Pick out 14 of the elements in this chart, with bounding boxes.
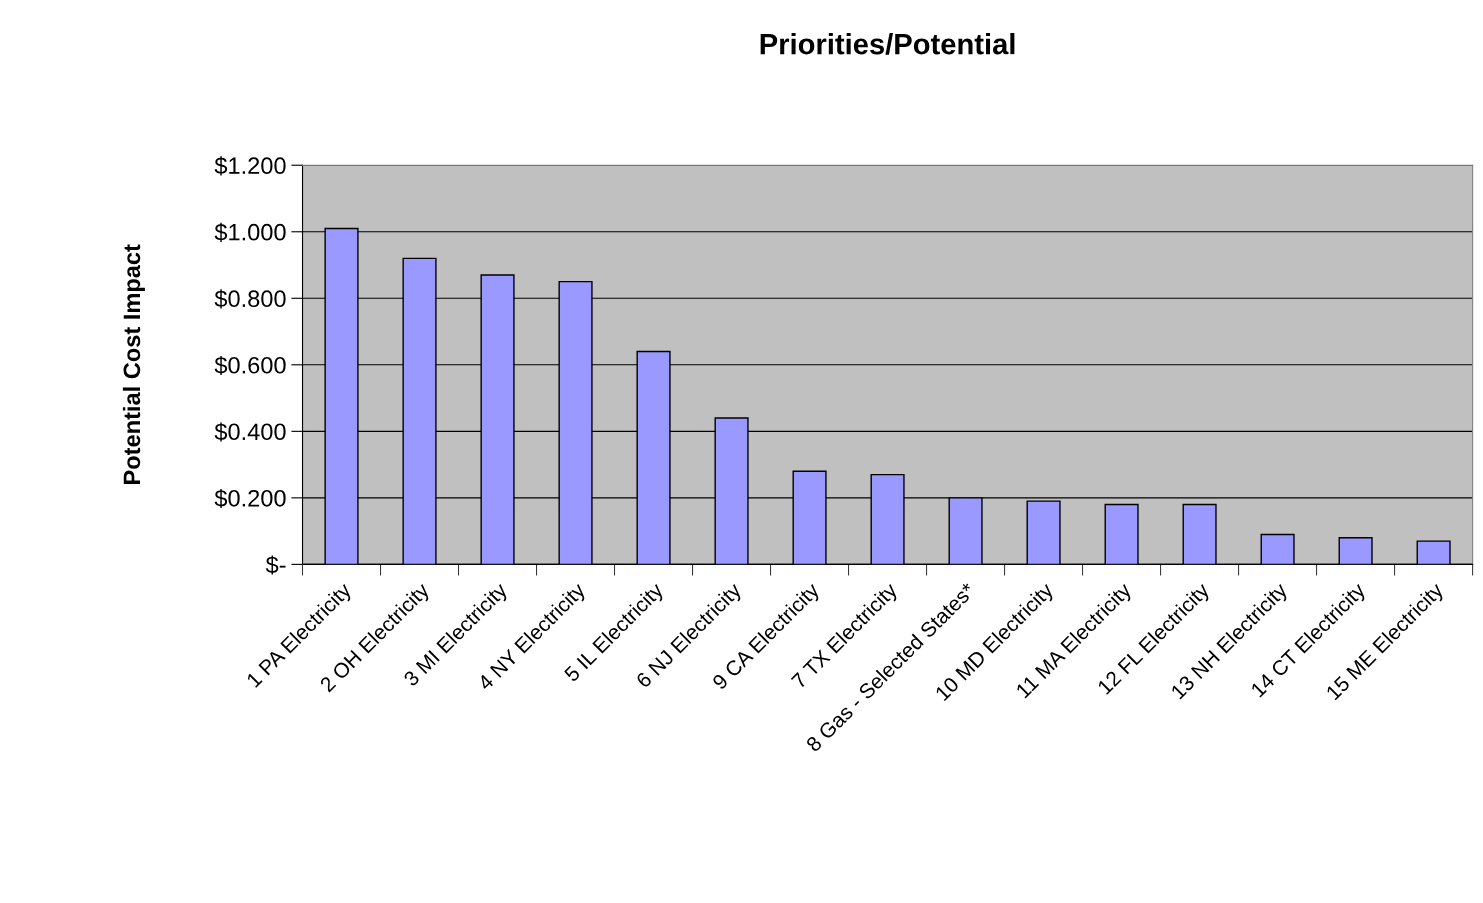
y-tick-label: $0.400 (214, 422, 286, 442)
y-tick-label: $1.200 (214, 156, 286, 176)
bar (1182, 503, 1217, 565)
bar (1416, 540, 1451, 565)
y-tick-label: $1.000 (214, 222, 286, 242)
y-tick-label: $0.800 (214, 289, 286, 309)
y-tick-label: $- (265, 555, 286, 575)
y-tick-label: $0.200 (214, 488, 286, 509)
bar (1260, 533, 1295, 565)
y-tick-label: $0.600 (214, 355, 286, 376)
chart-title: Priorities/Potential (760, 33, 1015, 55)
bar (1338, 537, 1373, 565)
bar (1104, 503, 1139, 565)
y-axis-title: Potential Cost Impact (122, 244, 145, 484)
